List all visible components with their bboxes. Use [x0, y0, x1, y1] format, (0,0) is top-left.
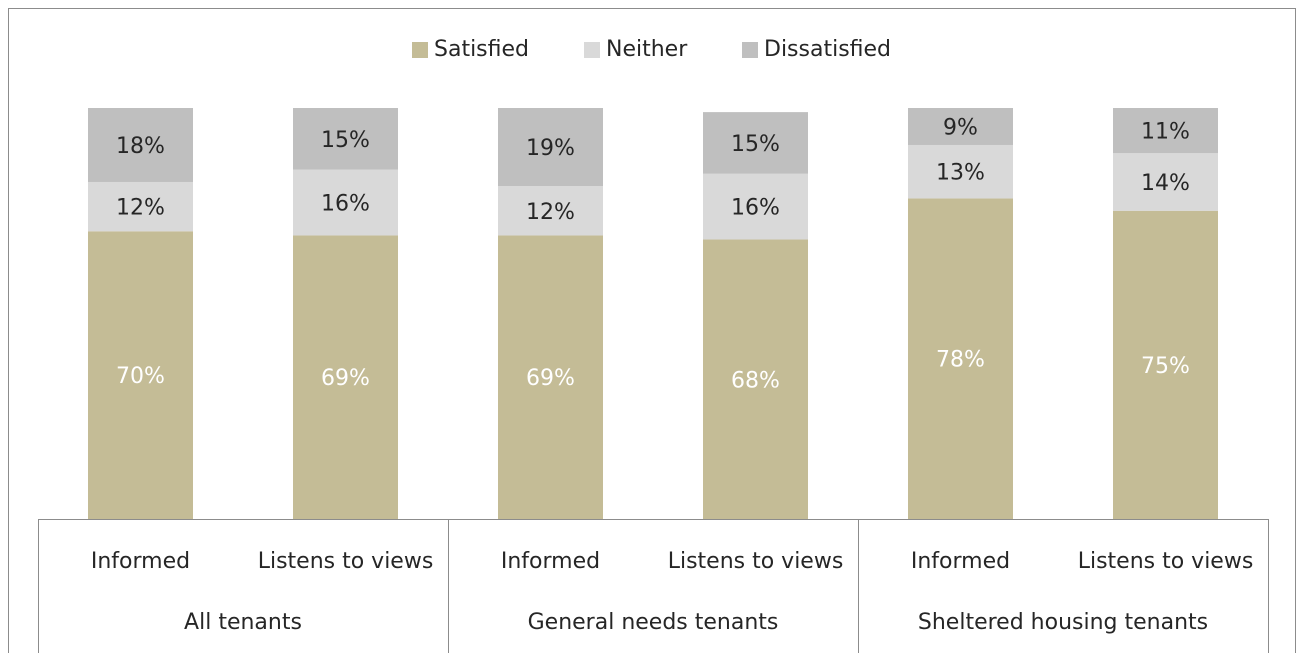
bar-segment	[88, 181, 193, 232]
data-label: 12%	[526, 200, 575, 225]
bar-segment	[293, 108, 398, 170]
bar-segment	[293, 169, 398, 236]
legend-label: Satisfied	[434, 37, 529, 62]
data-label: 69%	[321, 366, 370, 391]
data-label: 78%	[936, 348, 985, 373]
x-tick-label: Listens to views	[668, 549, 844, 574]
data-label: 13%	[936, 161, 985, 186]
data-label: 19%	[526, 136, 575, 161]
bar-segment	[498, 235, 603, 519]
bar-segment	[88, 108, 193, 182]
group-label: General needs tenants	[528, 610, 779, 635]
data-label: 9%	[943, 115, 978, 140]
bar-segment	[703, 112, 808, 174]
bar-segment	[1113, 153, 1218, 211]
bar-segment	[908, 108, 1013, 145]
legend-swatch	[584, 42, 600, 58]
data-label: 11%	[1141, 120, 1190, 145]
data-label: 75%	[1141, 354, 1190, 379]
bar-segment	[703, 239, 808, 519]
bar-segment	[908, 144, 1013, 199]
x-tick-label: Informed	[501, 549, 600, 574]
bar-segment	[293, 235, 398, 519]
data-label: 16%	[321, 192, 370, 217]
data-label: 12%	[116, 196, 165, 221]
data-label: 15%	[731, 132, 780, 157]
group-label: All tenants	[184, 610, 302, 635]
legend-swatch	[742, 42, 758, 58]
data-label: 15%	[321, 128, 370, 153]
bar-segment	[1113, 108, 1218, 154]
bar-segment	[88, 231, 193, 520]
x-tick-label: Informed	[911, 549, 1010, 574]
data-label: 69%	[526, 366, 575, 391]
data-label: 16%	[731, 196, 780, 221]
bar-segment	[498, 186, 603, 236]
data-label: 14%	[1141, 171, 1190, 196]
data-label: 70%	[116, 364, 165, 389]
chart-frame	[8, 8, 1296, 653]
legend-label: Dissatisfied	[764, 37, 891, 62]
group-label: Sheltered housing tenants	[918, 610, 1208, 635]
x-tick-label: Listens to views	[258, 549, 434, 574]
bar-segment	[1113, 210, 1218, 519]
data-label: 18%	[116, 134, 165, 159]
bar-segment	[498, 108, 603, 187]
data-label: 68%	[731, 368, 780, 393]
legend-label: Neither	[606, 37, 688, 62]
x-tick-label: Informed	[91, 549, 190, 574]
bar-segment	[908, 198, 1013, 520]
legend-swatch	[412, 42, 428, 58]
x-tick-label: Listens to views	[1078, 549, 1254, 574]
bar-segment	[703, 173, 808, 240]
